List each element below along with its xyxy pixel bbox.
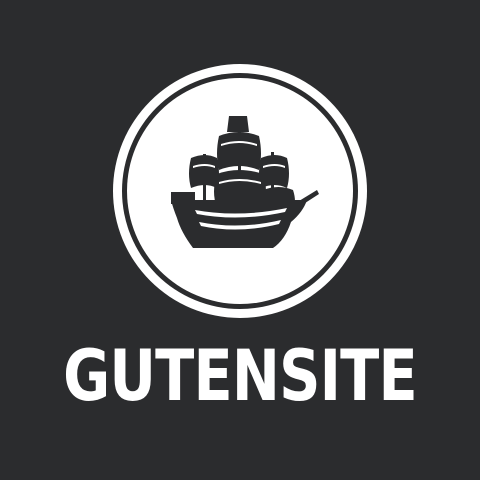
ship-emblem [113, 64, 367, 318]
brand-name: GUTENSITE [63, 335, 418, 417]
